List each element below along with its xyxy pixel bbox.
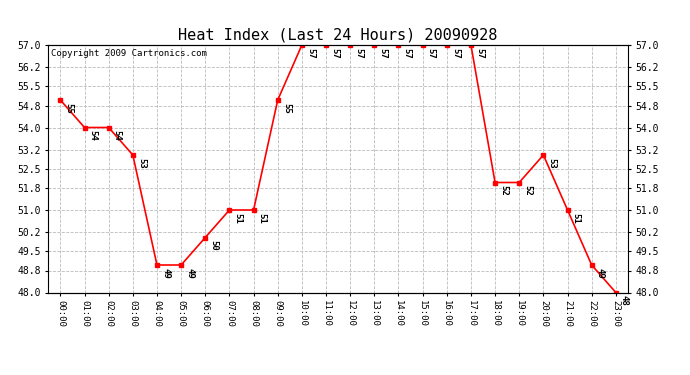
Text: 51: 51 — [572, 213, 581, 223]
Text: 52: 52 — [500, 185, 509, 196]
Text: 57: 57 — [355, 48, 364, 58]
Text: 48: 48 — [620, 295, 629, 306]
Text: 54: 54 — [89, 130, 98, 141]
Text: 57: 57 — [427, 48, 436, 58]
Text: 51: 51 — [234, 213, 243, 223]
Text: 50: 50 — [210, 240, 219, 251]
Text: 54: 54 — [113, 130, 122, 141]
Text: 49: 49 — [161, 268, 170, 279]
Text: 53: 53 — [137, 158, 146, 168]
Text: 49: 49 — [186, 268, 195, 279]
Text: 57: 57 — [475, 48, 484, 58]
Text: 53: 53 — [548, 158, 557, 168]
Text: 57: 57 — [306, 48, 315, 58]
Text: 57: 57 — [379, 48, 388, 58]
Text: 49: 49 — [596, 268, 605, 279]
Text: 55: 55 — [65, 103, 74, 114]
Text: Copyright 2009 Cartronics.com: Copyright 2009 Cartronics.com — [51, 49, 207, 58]
Text: 57: 57 — [331, 48, 339, 58]
Text: 57: 57 — [403, 48, 412, 58]
Text: 57: 57 — [451, 48, 460, 58]
Text: 55: 55 — [282, 103, 291, 114]
Text: 52: 52 — [524, 185, 533, 196]
Title: Heat Index (Last 24 Hours) 20090928: Heat Index (Last 24 Hours) 20090928 — [179, 27, 497, 42]
Text: 51: 51 — [258, 213, 267, 223]
